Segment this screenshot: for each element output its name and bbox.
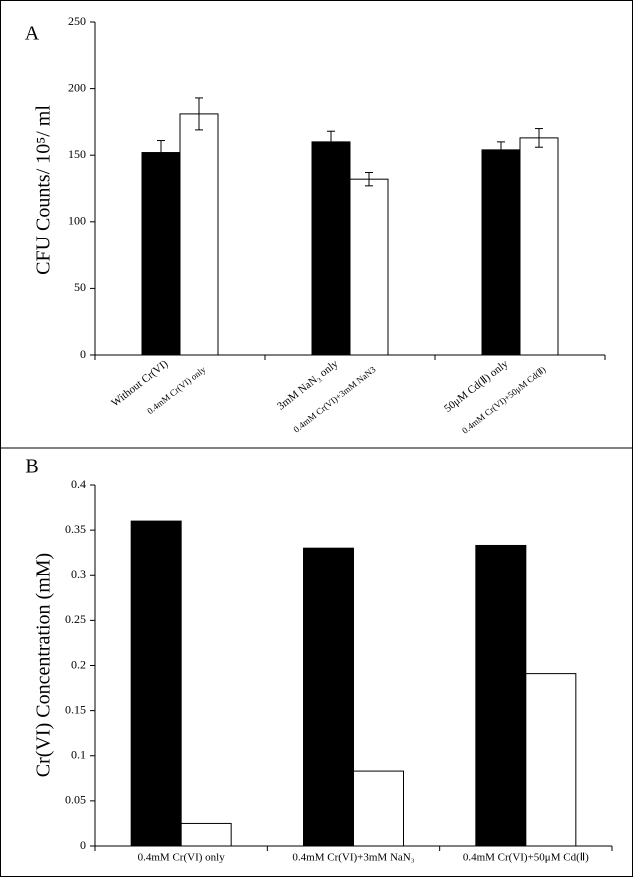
bar [180, 822, 232, 847]
bar [353, 770, 404, 847]
error-bar [497, 141, 505, 159]
y-tick-label: 0.35 [65, 522, 86, 536]
bar [311, 141, 351, 356]
error-bar [535, 128, 543, 148]
panel-label: B [25, 456, 38, 478]
bar [130, 520, 182, 847]
y-tick-label: 0.2 [71, 657, 86, 671]
y-tick-label: 100 [68, 214, 86, 228]
y-tick-label: 200 [68, 80, 86, 94]
error-bar [157, 140, 165, 166]
y-axis-label: Cr(VI) Concentration (mM) [33, 553, 55, 777]
bar [525, 673, 577, 847]
bar [303, 547, 354, 847]
bar [481, 149, 521, 356]
y-tick-label: 0.25 [65, 612, 86, 626]
y-tick-label: 0.05 [65, 793, 86, 807]
x-tick-label: 0.4mM Cr(VI)+50μM Cd(Ⅱ) [463, 852, 589, 864]
bar [179, 113, 219, 356]
y-tick-label: 0.4 [71, 477, 86, 491]
panel-label: A [25, 23, 40, 45]
x-tick-label: 0.4mM Cr(VI)+3mM NaN3 [291, 364, 377, 435]
bar [475, 544, 527, 847]
x-tick-label: 0.4mM Cr(VI)+3mM NaN₃ [292, 852, 414, 864]
error-bar [365, 172, 373, 187]
y-tick-label: 0 [80, 838, 86, 852]
y-tick-label: 0.15 [65, 702, 86, 716]
x-tick-label: 0.4mM Cr(VI)+50μM Cd(Ⅱ) [460, 364, 547, 435]
x-tick-label: 0.4mM Cr(VI) only [138, 852, 226, 864]
y-axis-label: CFU Counts/ 10⁵/ ml [33, 105, 55, 275]
y-tick-label: 0 [80, 347, 86, 361]
error-bar [327, 130, 335, 154]
y-tick-label: 50 [74, 280, 86, 294]
y-tick-label: 0.3 [71, 567, 86, 581]
error-bar [195, 97, 203, 131]
y-tick-label: 0.1 [71, 748, 86, 762]
y-tick-label: 250 [68, 14, 86, 28]
bar [349, 178, 389, 356]
bar [141, 152, 181, 356]
bar [519, 137, 559, 356]
y-tick-label: 150 [68, 147, 86, 161]
